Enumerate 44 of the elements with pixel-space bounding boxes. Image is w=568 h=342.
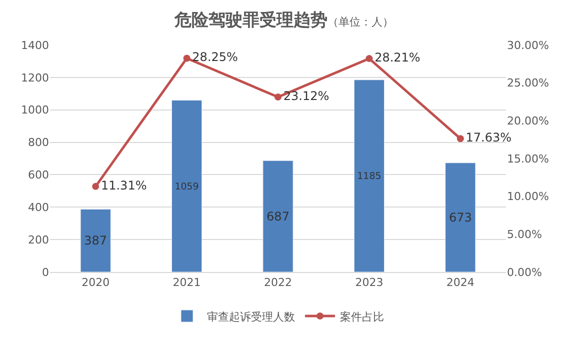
y-tick-label: 800 [28,136,49,150]
point [366,55,373,62]
data-label: 387 [84,234,108,248]
bar [262,160,294,272]
y2-tick-label: 15.00% [507,152,549,166]
y2-tick-label: 25.00% [507,76,549,90]
data-label: 687 [266,209,290,224]
bar [445,162,476,272]
y-tick-label: 1400 [21,38,49,52]
bar [80,209,111,272]
point [92,182,100,190]
x-tick-label: 2020 [82,276,110,290]
data-label: 1059 [174,181,199,192]
data-label: 28.21% [374,50,420,65]
data-label: 11.31% [100,178,147,192]
legend-label: 案件占比 [340,310,384,324]
y2-tick-label: 5.00% [507,228,542,242]
data-label: 17.63% [466,130,512,145]
legend-label: 审查起诉受理人数 [207,310,295,324]
data-label: 28.25% [192,50,238,64]
y2-tick-label: 10.00% [507,190,549,204]
y-tick-label: 200 [28,233,49,246]
chart-subtitle: （单位：人） [328,16,394,29]
y-tick-label: 600 [28,168,49,182]
y2-tick-label: 0.00% [507,266,542,279]
x-tick-label: 2023 [355,276,384,290]
bar [172,100,202,272]
bar [354,80,384,272]
point [274,94,282,101]
data-label: 23.12% [283,89,330,104]
point [183,54,190,62]
data-label: 673 [448,210,472,224]
y2-tick-label: 20.00% [507,114,549,128]
y2-tick-label: 30.00% [507,38,549,52]
data-label: 1185 [357,171,382,182]
x-tick-label: 2021 [172,276,201,290]
x-tick-label: 2022 [264,276,292,290]
y-tick-label: 0 [42,266,49,279]
x-tick-label: 2024 [446,276,474,290]
y-tick-label: 400 [28,200,49,214]
y-tick-label: 1000 [21,104,49,117]
y-tick-label: 1200 [21,71,49,84]
point [456,135,464,142]
chart-title: 危险驾驶罪受理趋势 [174,10,328,31]
